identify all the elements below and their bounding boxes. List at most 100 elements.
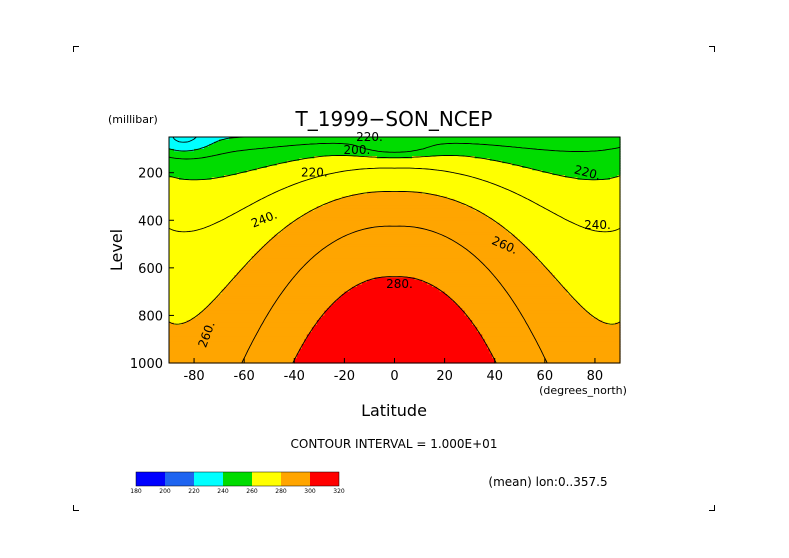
contour-fill-cell — [169, 146, 205, 150]
contour-fill-cell — [366, 279, 423, 283]
y-tick-label: 800 — [138, 309, 163, 324]
contour-fill-cell — [169, 236, 273, 240]
contour-fill-cell — [169, 203, 325, 207]
contour-fill-cell — [254, 253, 536, 257]
contour-fill-cell — [299, 351, 491, 355]
contour-interval-note: CONTOUR INTERVAL = 1.000E+01 — [291, 437, 498, 451]
contour-fill-cell — [482, 334, 621, 338]
contour-fill-cell — [414, 277, 556, 281]
contour-fill-cell — [169, 308, 205, 312]
contour-fill-cell — [289, 222, 501, 226]
contour-fill-cell — [479, 332, 621, 336]
contour-fill-cell — [169, 234, 275, 238]
contour-fill-cell — [311, 329, 478, 333]
contour-label: 200. — [344, 143, 371, 157]
contour-fill-cell — [577, 301, 621, 305]
contour-fill-cell — [309, 332, 481, 336]
contour-fill-cell — [169, 210, 310, 214]
contour-fill-cell — [169, 244, 265, 248]
contour-fill-cell — [554, 277, 621, 281]
contour-fill-cell — [264, 244, 526, 248]
contour-fill-cell — [169, 205, 318, 209]
contour-fill-cell — [452, 298, 576, 302]
contour-fill-cell — [559, 282, 621, 286]
contour-fill-cell — [572, 296, 621, 300]
contour-fill-cell — [169, 343, 303, 347]
y-tick-label: 200 — [138, 167, 163, 182]
contour-fill-cell — [567, 289, 621, 293]
colorbar-swatch — [223, 472, 252, 486]
contour-fill-cell — [314, 324, 476, 328]
contour-fill-cell — [169, 327, 313, 331]
contour-fill-cell — [547, 267, 621, 271]
contour-fill-cell — [229, 137, 621, 140]
contour-fill-cell — [169, 194, 353, 198]
contour-fill-cell — [269, 239, 521, 243]
x-tick-label: 40 — [486, 369, 503, 384]
contour-fill-cell — [194, 148, 621, 152]
contour-fill-cell — [529, 248, 621, 252]
x-tick-label: 20 — [436, 369, 453, 384]
contour-fill-cell — [251, 258, 538, 262]
contour-fill-cell — [374, 277, 416, 281]
contour-fill-cell — [169, 239, 270, 243]
contour-fill-cell — [266, 165, 523, 169]
contour-fill-cell — [169, 274, 235, 278]
contour-fill-cell — [169, 175, 225, 179]
contour-fill-cell — [211, 301, 335, 305]
colorbar-tick-label: 320 — [333, 488, 345, 495]
contour-fill-cell — [169, 265, 245, 269]
contour-fill-cell — [296, 217, 493, 221]
contour-fill-cell — [549, 270, 621, 274]
contour-fill-cell — [169, 248, 260, 252]
contour-fill-cell — [614, 322, 621, 326]
contour-fill-cell — [169, 355, 298, 359]
contour-fill-cell — [169, 270, 240, 274]
contour-fill-cell — [196, 315, 323, 319]
contour-fill-cell — [249, 260, 541, 264]
contour-fill-cell — [314, 208, 476, 212]
contour-fill-cell — [304, 213, 486, 217]
contour-fill-cell — [294, 220, 496, 224]
contour-fill-cell — [617, 175, 621, 179]
contour-fill-cell — [304, 341, 486, 345]
contour-fill-cell — [527, 246, 621, 250]
contour-fill-cell — [341, 294, 448, 297]
contour-fill-cell — [427, 282, 561, 286]
contour-fill-cell — [512, 163, 621, 167]
contour-fill-cell — [169, 184, 621, 188]
contour-fill-cell — [169, 301, 213, 305]
colorbar-tick-label: 280 — [275, 488, 287, 495]
contour-fill-cell — [211, 177, 578, 181]
contour-fill-cell — [169, 284, 228, 288]
contour-fill-cell — [344, 291, 446, 295]
contour-fill-cell — [169, 220, 295, 224]
colorbar-frame — [135, 471, 340, 487]
contour-fill-cell — [241, 267, 548, 271]
contour-fill-cell — [169, 298, 215, 302]
contour-fill-cell — [221, 289, 350, 293]
contour-fill-cell — [494, 360, 621, 364]
contour-fill-cell — [472, 320, 604, 324]
contour-fill-cell — [229, 282, 363, 286]
contour-fill-cell — [181, 322, 318, 326]
contour-fill-cell — [487, 346, 621, 350]
contour-fill-cell — [522, 241, 621, 245]
contour-fill-cell — [309, 210, 481, 214]
contour-fill-cell — [557, 279, 621, 283]
contour-fill-cell — [169, 153, 621, 157]
colorbar-swatch — [281, 472, 310, 486]
contour-fill-cell — [169, 336, 308, 340]
contour-fill-cell — [306, 334, 483, 338]
contour-fill-cell — [169, 251, 258, 255]
colorbar-swatch — [310, 472, 339, 486]
contour-fill-cell — [464, 203, 621, 207]
contour-fill-cell — [324, 313, 466, 317]
contour-fill-cell — [236, 272, 553, 276]
contour-fill-cell — [552, 272, 621, 276]
contour-fill-cell — [502, 160, 621, 164]
contour-fill-cell — [437, 286, 566, 290]
contour-fill-cell — [204, 146, 621, 150]
contour-fill-cell — [532, 167, 621, 171]
contour-fill-cell — [169, 144, 210, 148]
